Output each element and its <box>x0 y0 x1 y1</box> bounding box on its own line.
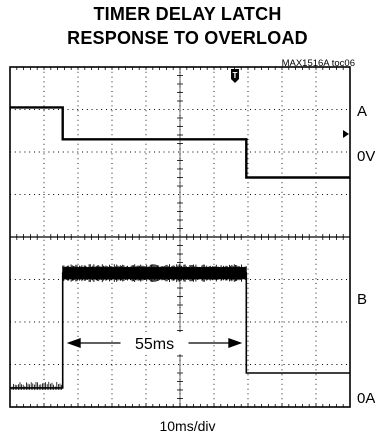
arrow-head-right <box>228 338 243 348</box>
level-marker <box>343 130 349 138</box>
arrow-head-left <box>66 338 81 348</box>
annotations: 55ms T <box>66 69 349 354</box>
chart-title-line-1: TIMER DELAY LATCH <box>93 4 282 24</box>
chart-title-line-2: RESPONSE TO OVERLOAD <box>67 28 308 48</box>
traces <box>10 106 350 390</box>
series-a-line <box>10 106 350 179</box>
channel-label-a: A <box>357 103 368 120</box>
x-axis-label: 10ms/div <box>159 418 216 434</box>
annotation-bg <box>120 332 189 354</box>
series-b-idle-noise <box>11 381 62 390</box>
trigger-marker <box>231 69 239 83</box>
channel-label-0v: 0V <box>357 148 375 165</box>
trigger-marker-text: T <box>233 71 238 80</box>
figure-id: MAX1516A toc06 <box>281 58 355 69</box>
annotation-55ms: 55ms <box>135 336 174 353</box>
channel-label-b: B <box>357 291 368 308</box>
channel-label-0a: 0A <box>357 390 375 407</box>
series-b-noise-spikes <box>62 264 247 283</box>
plot-grid <box>9 66 351 408</box>
